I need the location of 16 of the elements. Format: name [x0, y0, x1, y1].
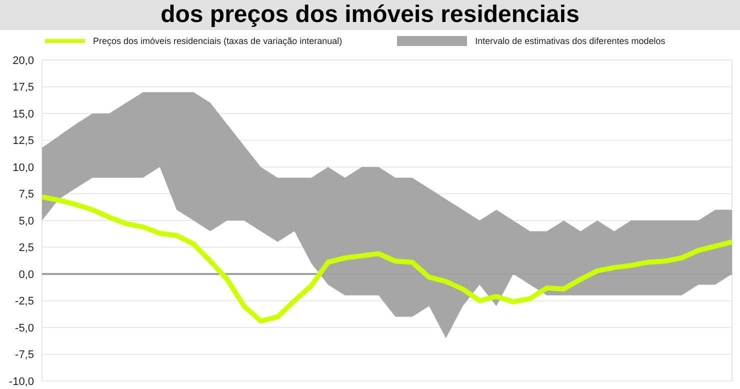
y-tick-label: 7,5	[18, 188, 34, 201]
y-tick-label: 10,0	[12, 162, 34, 174]
y-tick-label: 5,0	[18, 215, 34, 228]
chart-title: dos preços dos imóveis residenciais	[0, 0, 740, 30]
legend-label: Preços dos imóveis residenciais (taxas de variação interanual)	[93, 36, 342, 46]
y-tick-label: 0,0	[18, 268, 34, 281]
text: Intervalo de estimativas dos diferentes modelos	[475, 36, 666, 46]
y-tick-label: 12,5	[12, 135, 34, 148]
y-tick-label: -2,5	[15, 296, 34, 308]
y-tick-label: -7,5	[15, 349, 34, 362]
y-tick-label: 20,0	[12, 54, 34, 67]
y-tick-label: -10,0	[8, 376, 34, 388]
y-tick-label: 2,5	[18, 242, 34, 254]
y-tick-label: -5,0	[15, 322, 34, 334]
y-tick-label: 15,0	[12, 108, 34, 120]
y-tick-label: 17,5	[12, 82, 34, 94]
